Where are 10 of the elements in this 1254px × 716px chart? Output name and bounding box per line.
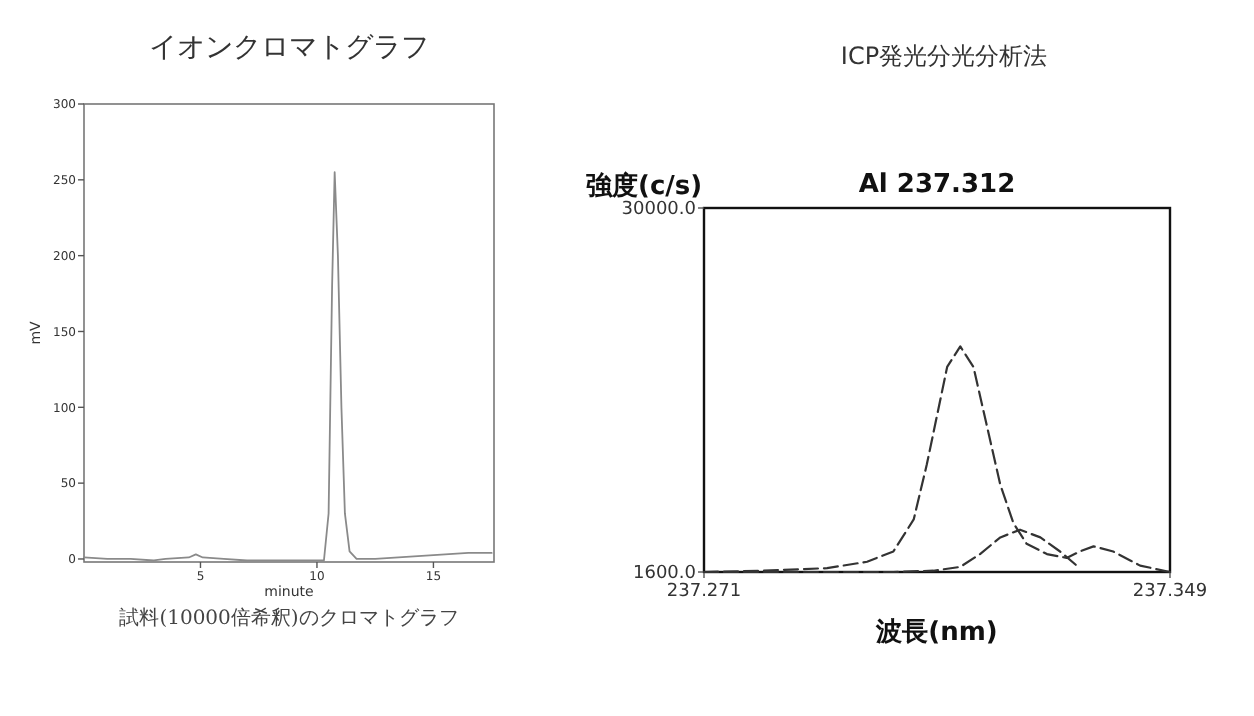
x-axis-title: 波長(nm) <box>874 618 998 648</box>
y-axis-title: 強度(c/s) <box>586 170 703 202</box>
y-tick-label: 1600.0 <box>633 564 697 585</box>
chart-title: ICP発光分光分析法 <box>840 42 1048 70</box>
text: 試料(10000倍希釈)のクロマトグラフ <box>119 606 459 630</box>
chart-subtitle: Al 237.312 <box>858 170 1016 200</box>
chart-title: イオンクロマトグラフ <box>149 32 429 64</box>
x-tick-label: 237.349 <box>1132 582 1208 602</box>
x-tick-label: 237.271 <box>666 582 742 602</box>
y-tick-label: 30000.0 <box>621 200 697 221</box>
